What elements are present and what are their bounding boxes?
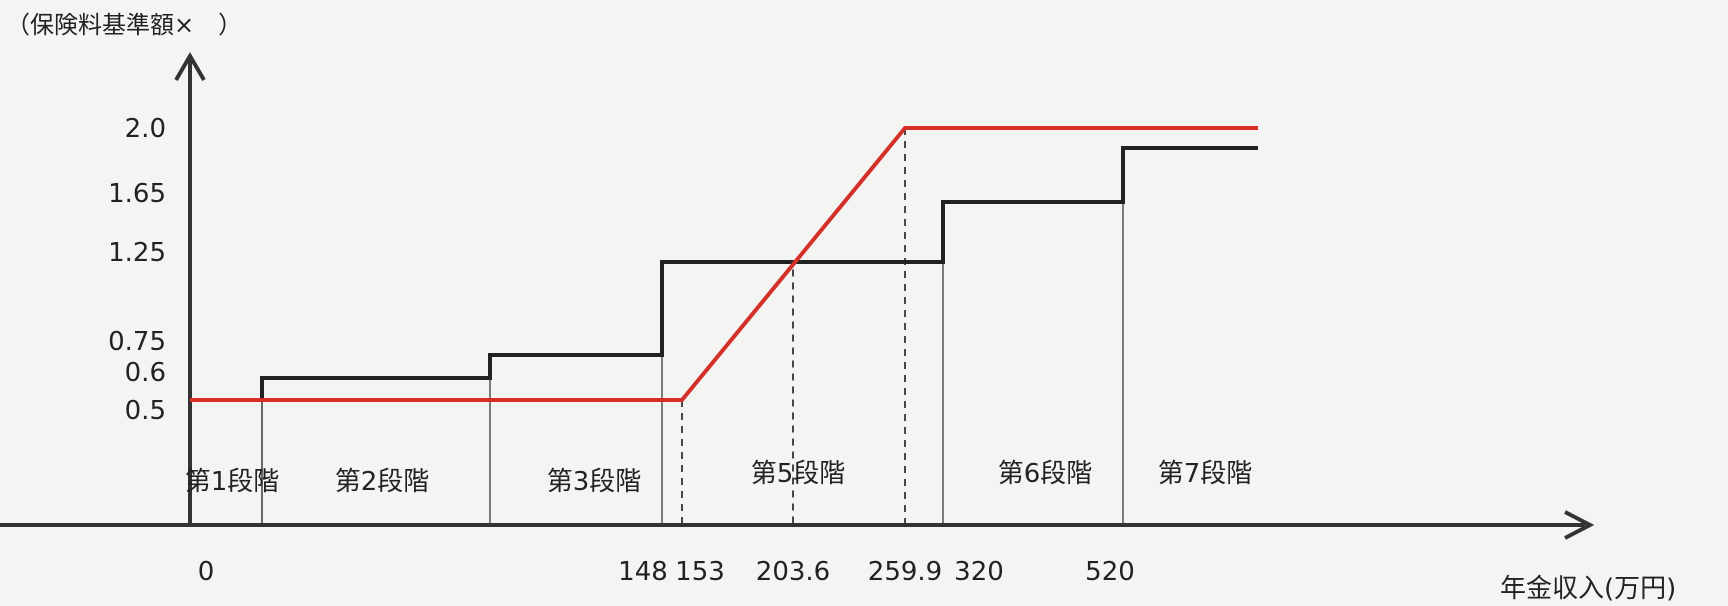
- dashed-marker-lines: [681, 128, 906, 525]
- stage-label: 第1段階: [185, 467, 280, 497]
- x-tick-label: 153: [675, 557, 725, 587]
- stage-labels: 第1段階 第2段階 第3段階 第5段階 第6段階 第7段階: [185, 459, 1253, 497]
- x-tick-label: 259.9: [868, 557, 942, 587]
- y-axis-arrow: [174, 52, 206, 82]
- stage-label: 第5段階: [751, 459, 846, 489]
- stage-label: 第6段階: [998, 459, 1093, 489]
- y-tick-labels: 2.0 1.65 1.25 0.750.6 0.5: [108, 114, 166, 426]
- y-tick-label: 2.0: [125, 114, 166, 144]
- stage-boundary-lines: [261, 202, 1124, 525]
- axes: [0, 52, 1595, 540]
- x-axis-title: 年金収入(万円): [1500, 574, 1676, 604]
- series-layer: [190, 126, 1258, 402]
- stage-label: 第3段階: [547, 467, 642, 497]
- y-tick-label: 0.6: [125, 358, 166, 388]
- stage-label: 第7段階: [1158, 459, 1253, 489]
- y-tick-label: 1.65: [108, 179, 166, 209]
- x-tick-label: 0: [198, 557, 215, 587]
- red-series-line: [190, 126, 1258, 402]
- x-tick-labels: 0 148 153 203.6 259.9 320 520: [198, 557, 1135, 587]
- text-layer: （保険料基準額× ） 年金収入(万円): [6, 11, 1676, 604]
- y-tick-label: 0.75: [108, 327, 166, 357]
- y-axis-title: （保険料基準額× ）: [6, 11, 242, 39]
- stage-label: 第2段階: [335, 467, 430, 497]
- step-series-line: [190, 146, 1258, 402]
- y-tick-label: 1.25: [108, 238, 166, 268]
- x-axis-arrow: [1564, 510, 1595, 540]
- x-tick-label: 203.6: [756, 557, 830, 587]
- x-tick-label: 148: [618, 557, 668, 587]
- x-tick-label: 520: [1085, 557, 1135, 587]
- y-tick-label: 0.5: [125, 396, 166, 426]
- x-tick-label: 320: [954, 557, 1004, 587]
